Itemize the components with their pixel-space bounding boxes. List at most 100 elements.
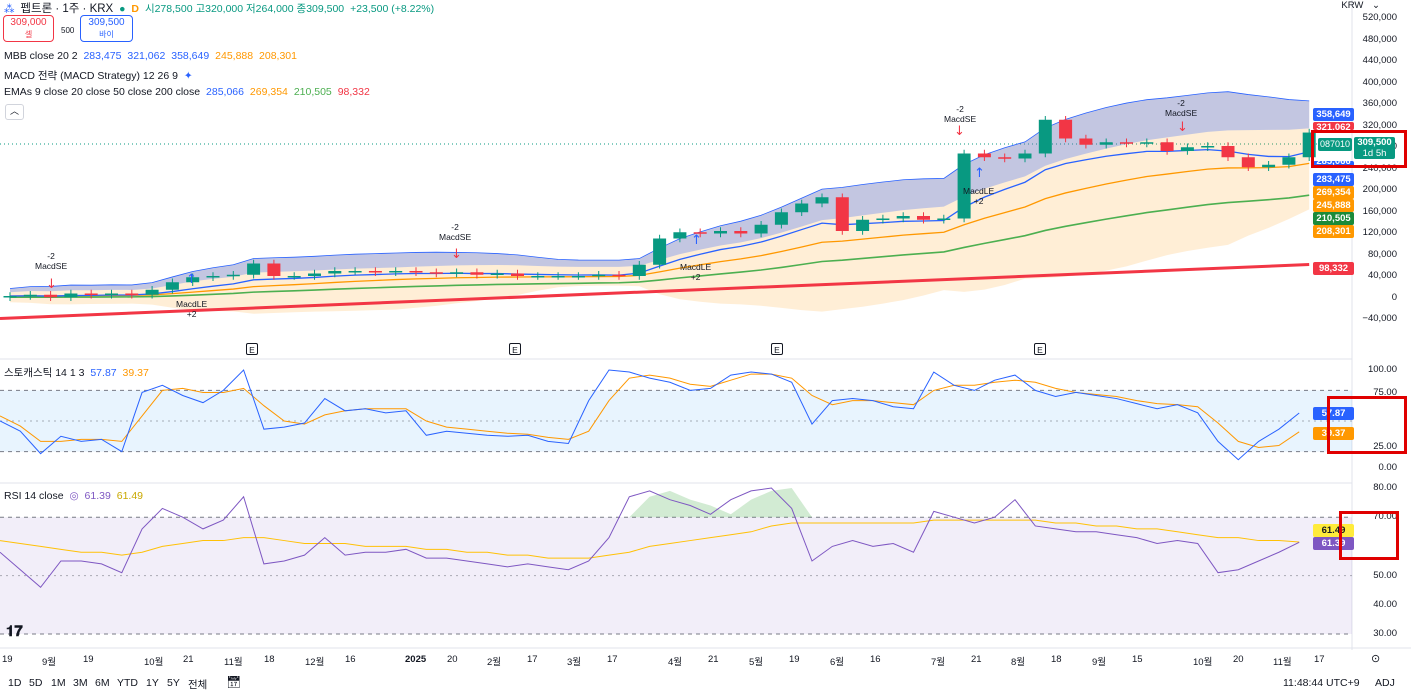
ema200-line bbox=[0, 263, 1310, 320]
time-axis-label: 19 bbox=[2, 654, 13, 665]
price-axis-label: 520,000 bbox=[1362, 12, 1397, 23]
price-axis-label: 400,000 bbox=[1362, 76, 1397, 88]
mid-tag: 321,062 bbox=[1313, 122, 1354, 130]
rsi-legend[interactable]: RSI 14 close ◎ 61.39 61.49 bbox=[4, 490, 144, 502]
price-axis-label: 240,000 bbox=[1362, 162, 1397, 174]
stoch-d-tag: 39.37 bbox=[1313, 427, 1354, 440]
time-axis-label: 19 bbox=[83, 654, 94, 665]
price-axis-label: −40,000 bbox=[1362, 313, 1397, 324]
collapse-legend-button[interactable]: ︿ bbox=[5, 104, 24, 120]
settings-icon[interactable]: ✦ bbox=[183, 70, 193, 82]
time-axis-label: 21 bbox=[971, 654, 982, 665]
stoch-k-tag: 57.87 bbox=[1313, 407, 1354, 420]
time-axis-label: 7월 bbox=[931, 657, 946, 668]
mbb-lower-tag: 245,888 bbox=[1313, 199, 1354, 212]
time-axis-label: 2025 bbox=[405, 654, 427, 665]
currency-selector[interactable]: KRW ⌄ bbox=[1341, 0, 1380, 11]
time-axis-label: 18 bbox=[264, 654, 275, 665]
candle-body bbox=[389, 271, 403, 273]
signal-arrow-icon: ↓ bbox=[451, 247, 462, 262]
signal-label: MacdLE +2 bbox=[963, 186, 995, 206]
stoch-axis-label: 0.00 bbox=[1378, 462, 1398, 473]
time-axis-label: 8월 bbox=[1011, 657, 1026, 668]
adj-toggle[interactable]: ADJ bbox=[1375, 677, 1395, 689]
timeframe-5d[interactable]: 5D bbox=[29, 677, 43, 689]
earnings-marker[interactable]: E bbox=[246, 343, 258, 355]
candle-body bbox=[308, 273, 321, 276]
clock[interactable]: 11:48:44 UTC+9 bbox=[1283, 677, 1360, 689]
timeframe-1d[interactable]: 1D bbox=[8, 677, 22, 689]
candle-body bbox=[1038, 119, 1052, 154]
candle-body bbox=[267, 263, 281, 276]
highlight-box-rsi bbox=[1339, 511, 1399, 560]
candle-body bbox=[815, 197, 829, 204]
stoch-axis-label: 75.00 bbox=[1373, 387, 1397, 398]
calendar-range-icon[interactable]: 📅︎ bbox=[226, 675, 242, 689]
change-value: +23,500 (+8.22%) bbox=[350, 3, 435, 15]
price-axis-label: 440,000 bbox=[1362, 55, 1397, 66]
candle-body bbox=[795, 203, 809, 213]
signal-label: -2 MacdSE bbox=[35, 251, 68, 271]
candle-body bbox=[429, 272, 443, 274]
earnings-marker[interactable]: E bbox=[771, 343, 783, 355]
mbb-upper-tag: 358,649 bbox=[1313, 108, 1354, 121]
settings-icon[interactable]: ⊙ bbox=[1371, 653, 1381, 665]
bottom-toolbar: 1D 5D 1M 3M 6M YTD 1Y 5Y 전체 📅︎ 11:48:44 … bbox=[0, 674, 1411, 692]
candle-body bbox=[1180, 147, 1194, 151]
highlight-box-stoch bbox=[1327, 396, 1407, 454]
mbb-legend[interactable]: MBB close 20 2 283,475 321,062 358,649 2… bbox=[4, 50, 297, 62]
buy-price: 309,500 bbox=[88, 17, 125, 28]
stoch-legend[interactable]: 스토캐스틱 14 1 3 57.87 39.37 bbox=[4, 367, 149, 379]
candle-body bbox=[1140, 142, 1154, 144]
time-axis-label: 17 bbox=[607, 654, 618, 665]
data-badge: D bbox=[131, 3, 140, 15]
earnings-marker[interactable]: E bbox=[1034, 343, 1046, 355]
lower2-tag: 208,301 bbox=[1313, 225, 1354, 238]
timeframe-all[interactable]: 전체 bbox=[188, 679, 208, 691]
rsi-axis-label: 80.00 bbox=[1373, 482, 1397, 493]
price-axis-label: 80,000 bbox=[1367, 248, 1397, 260]
candle-body bbox=[774, 212, 788, 225]
sell-label: 셀 bbox=[24, 30, 33, 39]
price-axis-label: 320,000 bbox=[1362, 119, 1397, 131]
macd-legend[interactable]: MACD 전략 (MACD Strategy) 12 26 9 ✦ bbox=[4, 70, 193, 82]
timeframe-ytd[interactable]: YTD bbox=[117, 677, 138, 689]
timeframe-6m[interactable]: 6M bbox=[95, 677, 110, 689]
price-axis-label: 160,000 bbox=[1362, 205, 1397, 217]
signal-arrow-icon: ↓ bbox=[1177, 120, 1188, 135]
buy-button[interactable]: 309,500 바이 bbox=[80, 15, 133, 42]
highlight-box-price bbox=[1311, 130, 1407, 168]
timeframe-1m[interactable]: 1M bbox=[51, 677, 66, 689]
candle-body bbox=[693, 232, 707, 234]
candle-body bbox=[531, 276, 545, 278]
sell-price: 309,000 bbox=[10, 17, 47, 28]
chart-type-icon[interactable]: ⁂ bbox=[4, 3, 15, 15]
price-axis-label: 200,000 bbox=[1362, 184, 1397, 195]
time-axis-label: 4월 bbox=[668, 657, 683, 668]
timeframe-5y[interactable]: 5Y bbox=[167, 677, 180, 689]
buy-label: 바이 bbox=[99, 30, 114, 39]
header-legend: ⁂ 펩트론 · 1주 · KRX ● D 시278,500 고320,000 저… bbox=[4, 0, 437, 16]
rsi-icon: ◎ bbox=[69, 490, 79, 502]
candle-body bbox=[937, 218, 951, 220]
time-axis-label: 17 bbox=[527, 654, 538, 665]
symbol-title[interactable]: 펩트론 · 1주 · KRX bbox=[20, 3, 114, 15]
candle-body bbox=[125, 293, 139, 295]
candle-body bbox=[206, 276, 220, 278]
sell-button[interactable]: 309,000 셀 bbox=[3, 15, 54, 42]
earnings-marker[interactable]: E bbox=[509, 343, 521, 355]
signal-label: MacdLE +2 bbox=[680, 262, 712, 282]
stoch-band bbox=[0, 390, 1352, 452]
time-axis-label: 21 bbox=[183, 654, 194, 665]
candle-body bbox=[957, 153, 971, 219]
timeframe-1y[interactable]: 1Y bbox=[146, 677, 159, 689]
emas-legend[interactable]: EMAs 9 close 20 close 50 close 200 close… bbox=[4, 86, 370, 98]
time-axis-label: 16 bbox=[345, 654, 356, 665]
time-axis-label: 16 bbox=[870, 654, 881, 665]
rsi-ma-line bbox=[0, 519, 1300, 559]
timeframe-3m[interactable]: 3M bbox=[73, 677, 88, 689]
candle-body bbox=[247, 263, 261, 275]
last-price-tag: 309,500 1d 5h bbox=[1354, 137, 1395, 159]
rsi-overbought-fill bbox=[629, 488, 812, 518]
